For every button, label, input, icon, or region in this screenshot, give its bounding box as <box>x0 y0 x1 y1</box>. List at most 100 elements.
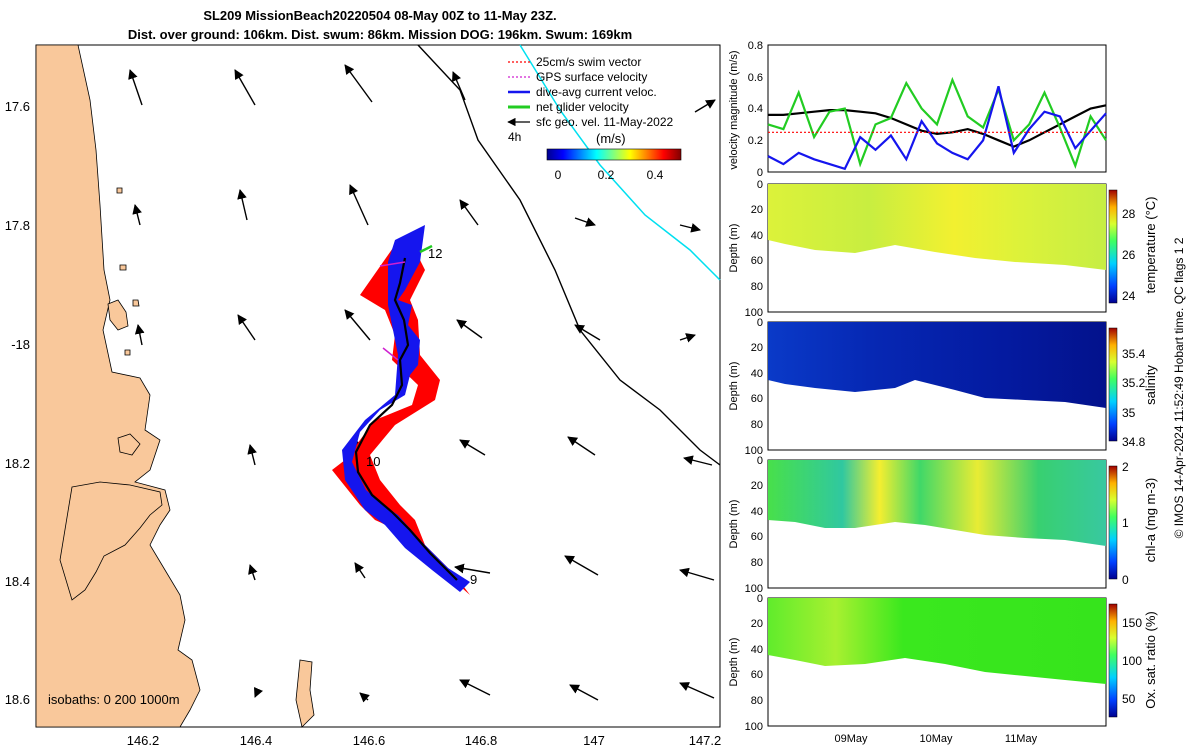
oxygen-colorbar <box>1108 603 1118 718</box>
geo-velocity-arrow <box>679 567 715 581</box>
depth-tick: 0 <box>757 593 763 605</box>
family-islands <box>107 299 315 728</box>
velocity-series <box>767 76 1107 171</box>
velocity-panel: 0 0.2 0.4 0.6 0.8 velocity magnitude (m/… <box>728 40 1107 179</box>
geo-velocity-arrow <box>454 563 491 574</box>
geo-velocity-arrow <box>248 564 258 581</box>
vector-scale-label: 4h <box>508 130 521 144</box>
geo-velocity-arrow <box>567 436 596 456</box>
geo-velocity-arrow <box>679 223 701 233</box>
lon-tick: 147.2 <box>689 733 722 748</box>
geo-velocity-arrow <box>679 333 696 343</box>
legend-net: net glider velocity <box>536 100 629 114</box>
imos-credit: © IMOS 14-Apr-2024 11:52:49 Hobart time.… <box>1172 237 1186 538</box>
legend-swim: 25cm/s swim vector <box>536 55 641 69</box>
glider-track <box>354 257 458 581</box>
salinity-label: salinity <box>1143 365 1158 405</box>
salinity-panel: 34.8 35 35.2 35.4 salinity Depth (m) 0 2… <box>728 317 1158 457</box>
day-label-12: 12 <box>428 246 442 261</box>
geo-velocity-arrow <box>456 319 483 339</box>
cyan-track <box>519 44 721 281</box>
depth-tick: 0 <box>757 455 763 467</box>
ox-cb-tick: 150 <box>1122 616 1142 630</box>
depth-tick: 20 <box>751 204 763 216</box>
vel-ytick: 0 <box>757 167 763 179</box>
depth-tick: 100 <box>745 307 763 319</box>
sal-cb-tick: 35.4 <box>1122 347 1146 361</box>
depth-tick: 100 <box>745 583 763 595</box>
colorbar-tick-0: 0 <box>555 168 562 182</box>
geo-velocity-arrow <box>344 64 373 103</box>
lat-tick: 18.2 <box>5 456 30 471</box>
salinity-field <box>768 322 1106 408</box>
temp-cb-tick: 26 <box>1122 248 1136 262</box>
velocity-line-1 <box>767 76 1107 169</box>
temperature-label: temperature (°C) <box>1143 197 1158 294</box>
chla-cb-tick: 1 <box>1122 516 1129 530</box>
oxygen-label: Ox. sat. ratio (%) <box>1143 611 1158 709</box>
geo-velocity-arrow <box>354 562 366 579</box>
depth-tick: 80 <box>751 281 763 293</box>
islet-1 <box>116 187 140 356</box>
velocity-line-0 <box>768 104 1107 148</box>
lon-tick: 147 <box>583 733 605 748</box>
colorbar-tick-2: 0.4 <box>647 168 664 182</box>
geo-velocity-arrow <box>459 679 491 696</box>
depth-tick: 80 <box>751 695 763 707</box>
depth-tick: 100 <box>745 721 763 733</box>
geo-velocity-arrow <box>237 189 248 221</box>
geo-velocity-arrow <box>237 314 256 341</box>
legend-current: dive-avg current veloc. <box>536 85 657 99</box>
xtick-10may: 10May <box>919 733 953 745</box>
colorbar-unit: (m/s) <box>596 131 626 146</box>
sal-cb-tick: 35 <box>1122 406 1136 420</box>
day-label-10: 10 <box>366 454 380 469</box>
geo-velocity-arrow <box>574 324 601 341</box>
chla-field <box>768 460 1106 546</box>
geo-velocity-arrow <box>344 309 371 341</box>
glider-track-map: 12 10 9 25cm/s swim vector GPS surface v… <box>5 44 722 748</box>
time-series-panels: 0 0.2 0.4 0.6 0.8 velocity magnitude (m/… <box>728 40 1186 745</box>
chla-label: chl-a (mg m-3) <box>1143 478 1158 563</box>
geo-velocity-arrow <box>134 324 145 346</box>
geo-velocity-arrow <box>459 439 486 456</box>
depth-ylabel: Depth (m) <box>728 362 740 411</box>
depth-tick: 20 <box>751 480 763 492</box>
lat-tick: -18 <box>11 337 30 352</box>
depth-ylabel: Depth (m) <box>728 638 740 687</box>
geo-velocity-arrow <box>349 184 369 226</box>
lat-tick: 17.8 <box>5 218 30 233</box>
lon-tick: 146.4 <box>240 733 273 748</box>
geo-velocity-arrow <box>359 692 370 703</box>
depth-tick: 60 <box>751 393 763 405</box>
isobath-1000m <box>417 44 721 466</box>
depth-tick: 80 <box>751 419 763 431</box>
net-glider-vector <box>419 244 433 254</box>
velocity-line-2 <box>767 85 1107 171</box>
vel-ytick: 0.4 <box>748 103 763 115</box>
geo-velocity-arrow <box>128 69 143 106</box>
ox-cb-tick: 100 <box>1122 654 1142 668</box>
geo-velocity-arrow <box>451 71 466 101</box>
depth-tick: 60 <box>751 531 763 543</box>
title-line-1: SL209 MissionBeach20220504 08-May 00Z to… <box>203 8 557 23</box>
map-colorbar <box>546 148 682 161</box>
xtick-11may: 11May <box>1005 733 1038 745</box>
temp-cb-tick: 24 <box>1122 289 1136 303</box>
lat-tick: 18.4 <box>5 574 30 589</box>
depth-tick: 0 <box>757 317 763 329</box>
geo-velocity-arrow <box>564 555 599 576</box>
temperature-field <box>768 184 1106 270</box>
day-label-9: 9 <box>470 572 477 587</box>
oxygen-field <box>768 598 1106 684</box>
oxygen-panel: 50 100 150 Ox. sat. ratio (%) Depth (m) … <box>728 593 1158 733</box>
depth-tick: 40 <box>751 644 763 656</box>
depth-ylabel: Depth (m) <box>728 224 740 273</box>
temperature-colorbar <box>1108 189 1118 304</box>
depth-tick: 20 <box>751 342 763 354</box>
geo-velocity-arrow <box>253 686 263 698</box>
salinity-colorbar <box>1108 327 1118 442</box>
lat-tick: 18.6 <box>5 692 30 707</box>
geo-velocity-arrow <box>459 199 479 226</box>
legend-geo: sfc geo. vel. 11-May-2022 <box>536 115 674 129</box>
